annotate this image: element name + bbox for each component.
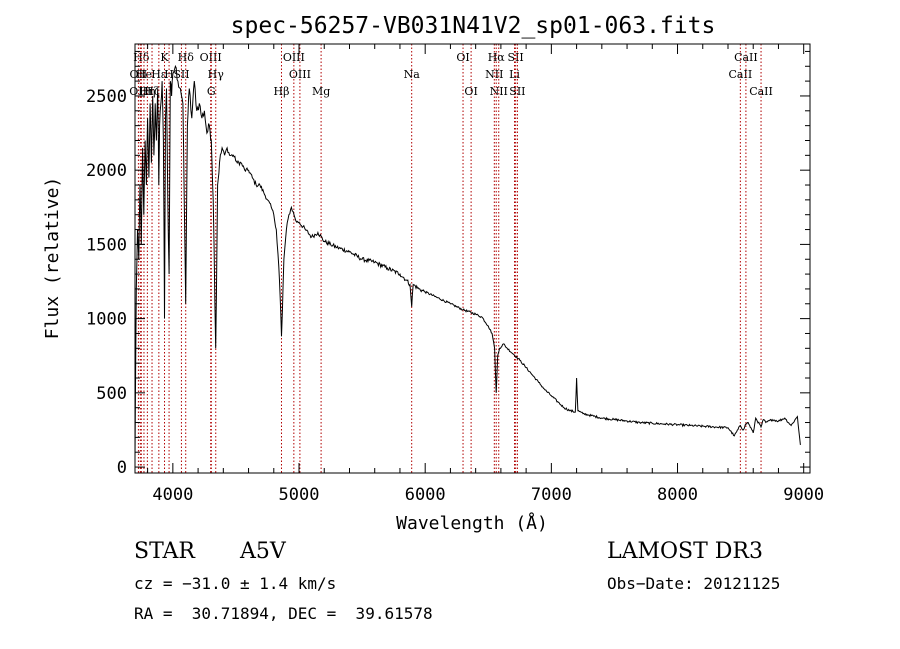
line-marker-label: Hδ	[178, 51, 195, 64]
y-tick-label: 500	[96, 384, 127, 404]
axis-ticks: 4000 5000 6000 7000 8000 9000 0 500 1000 1500 2000…	[86, 44, 824, 505]
radial-velocity: cz = −31.0 ± 1.4 km/s	[134, 574, 337, 593]
line-marker-label: CaII	[749, 85, 773, 98]
line-marker-label: OI	[464, 85, 477, 98]
line-marker-label: SII	[173, 68, 189, 81]
line-marker-label: OIII	[200, 51, 222, 64]
line-marker-label: OII	[130, 68, 148, 81]
line-marker-label: Hα	[488, 51, 506, 64]
line-marker-label: Hε	[151, 68, 167, 81]
line-marker-label: Hζ	[144, 85, 160, 98]
x-tick-label: 8000	[657, 485, 698, 505]
y-tick-label: 1000	[86, 310, 127, 330]
line-marker-label: OIII	[283, 51, 305, 64]
line-marker-label: He	[136, 68, 152, 81]
line-marker-label: CaII	[729, 68, 753, 81]
line-marker-label: Li	[509, 68, 520, 81]
spectrum-line	[134, 64, 801, 460]
line-marker-label: Mg	[312, 85, 330, 98]
y-tick-label: 0	[117, 458, 127, 478]
y-axis-label: Flux (relative)	[42, 177, 63, 340]
spectral-subclass: A5V	[240, 539, 286, 564]
sky-coordinates: RA = 30.71894, DEC = 39.61578	[134, 604, 433, 623]
line-marker-label: NII	[490, 85, 508, 98]
line-marker-label: G	[207, 85, 216, 98]
y-tick-label: 1500	[86, 235, 127, 255]
x-tick-label: 9000	[783, 485, 824, 505]
chart-title: spec-56257-VB031N41V2_sp01-063.fits	[231, 13, 716, 39]
line-marker-label: SII	[508, 51, 524, 64]
line-marker-label: Hγ	[208, 68, 225, 81]
y-tick-label: 2000	[86, 161, 127, 181]
survey-release: LAMOST DR3	[607, 539, 763, 564]
line-marker-label: Na	[404, 68, 421, 81]
line-marker-label: Hη	[139, 85, 155, 98]
x-axis-label: Wavelength (Å)	[396, 512, 548, 534]
line-marker-label: SII	[509, 85, 525, 98]
line-marker-label: Hδ	[133, 51, 150, 64]
plot-frame	[134, 43, 811, 474]
observation-date: Obs−Date: 20121125	[607, 574, 781, 593]
x-tick-label: 5000	[279, 485, 320, 505]
line-marker-label: NII	[485, 68, 503, 81]
x-tick-label: 7000	[531, 485, 572, 505]
x-tick-label: 6000	[405, 485, 446, 505]
line-marker-label: CaII	[734, 51, 758, 64]
x-tick-label: 4000	[152, 485, 193, 505]
line-marker-label: OI	[456, 51, 469, 64]
line-marker-label: H	[164, 68, 174, 81]
object-type: STAR	[134, 539, 195, 564]
line-marker-label: K	[160, 51, 169, 64]
y-tick-label: 2500	[86, 87, 127, 107]
line-marker-label: OIII	[289, 68, 311, 81]
line-marker-label: Hβ	[274, 85, 290, 98]
